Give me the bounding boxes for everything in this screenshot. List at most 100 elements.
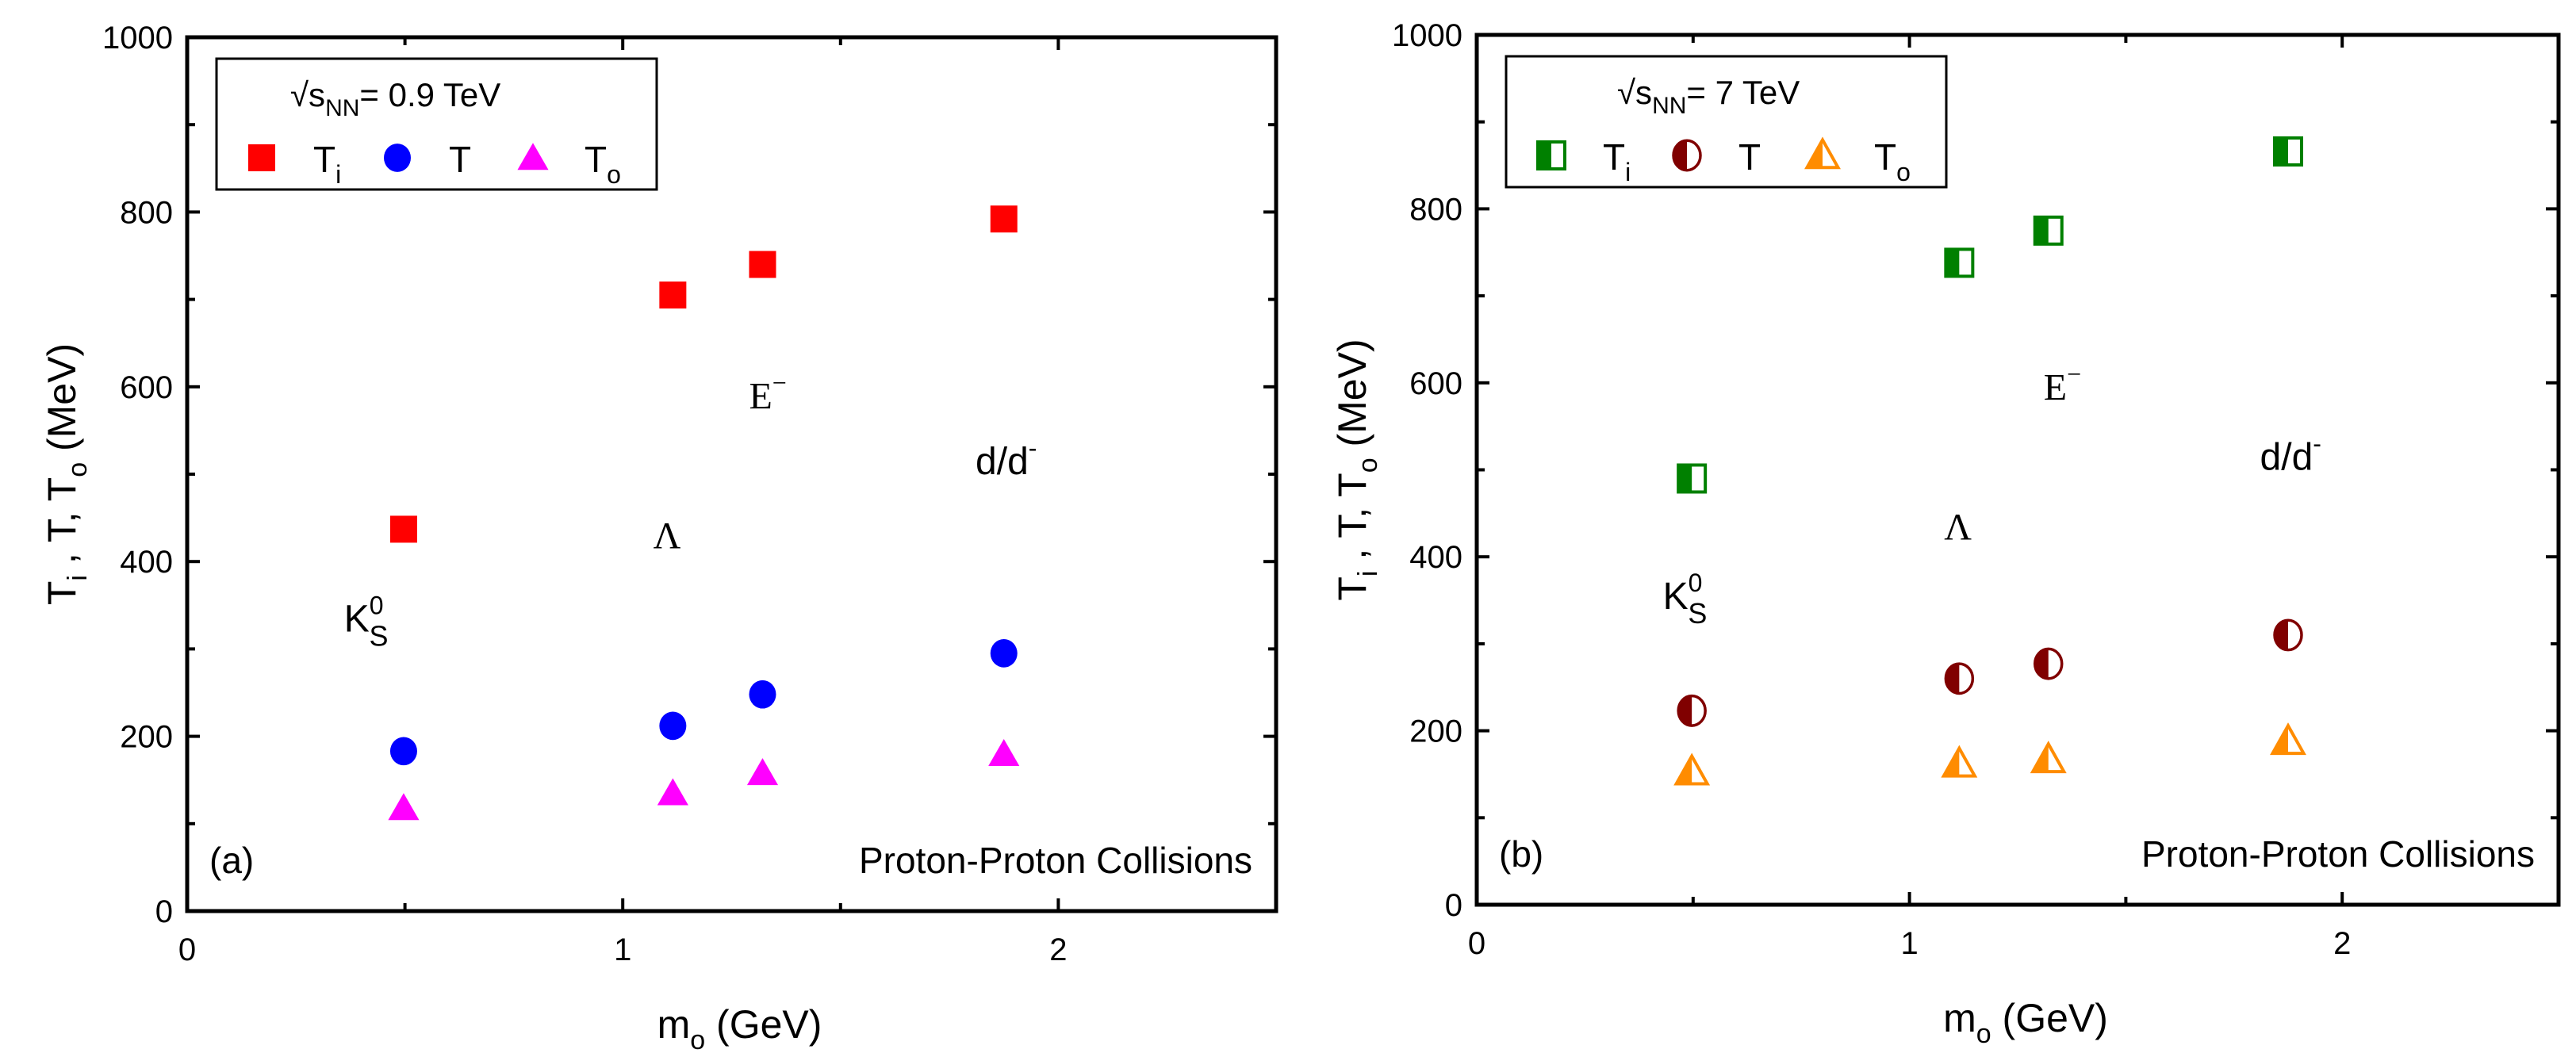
legend-label-To: To: [1874, 136, 1911, 186]
collision-annotation: Proton-Proton Collisions: [859, 840, 1252, 881]
particle-label-text: E: [749, 375, 772, 417]
y-tick-label: 1000: [1392, 18, 1462, 53]
series-T: [389, 639, 1018, 766]
marker-fill: [2034, 649, 2049, 679]
legend-label-sub: o: [607, 160, 621, 189]
marker-fill: [2034, 216, 2049, 244]
y-label-text: T: [1330, 576, 1374, 601]
y-label-text: , T, T: [1330, 473, 1374, 570]
y-tick-label: 400: [120, 545, 173, 580]
data-point-To: [1673, 752, 1711, 786]
legend-title: √sNN= 0.9 TeV: [290, 76, 500, 121]
y-tick-label: 1000: [102, 21, 173, 56]
particle-label-sup: -: [2313, 430, 2321, 458]
marker-fill: [2272, 726, 2288, 754]
y-axis-label: Ti , T, To (MeV): [40, 343, 93, 605]
particle-label-sub: S: [1688, 597, 1707, 630]
data-point-To: [988, 738, 1020, 766]
data-point-Ti: [389, 515, 417, 543]
legend-label-To: To: [585, 139, 621, 189]
particle-label-text: K: [344, 598, 370, 640]
series-Ti: [1677, 136, 2303, 494]
y-label-sub: o: [63, 462, 93, 477]
legend-title-suffix: = 7 TeV: [1686, 74, 1800, 111]
marker-fill: [1945, 249, 1960, 277]
legend-title-prefix: √s: [290, 76, 325, 113]
data-point-T: [389, 737, 417, 766]
data-point-T: [749, 680, 776, 709]
data-point-To: [657, 778, 688, 806]
particle-label: Λ: [654, 515, 681, 557]
y-tick-label: 200: [1409, 714, 1462, 749]
particle-label-sup: -: [1029, 434, 1037, 462]
data-point-T: [659, 711, 687, 741]
series-To: [388, 738, 1020, 821]
marker-fill: [1676, 756, 1692, 784]
data-point-T: [1944, 662, 1975, 695]
legend-marker-Ti: [248, 144, 275, 171]
data-point-T: [990, 639, 1018, 668]
panel-label: (a): [209, 840, 254, 881]
legend-title: √sNN= 7 TeV: [1617, 74, 1800, 119]
data-point-To: [1941, 745, 1978, 778]
legend-box: [1505, 55, 1948, 189]
legend-title-sub: NN: [325, 95, 359, 121]
data-point-To: [2030, 741, 2067, 774]
legend-marker-Ti: [1536, 140, 1566, 170]
x-axis-label: mo (GeV): [1943, 996, 2108, 1049]
particle-label-text: E: [2044, 367, 2067, 409]
data-point-Ti: [990, 205, 1018, 233]
data-point-Ti: [1944, 247, 1975, 278]
legend-label-sub: i: [1625, 158, 1631, 186]
y-label-sub: o: [1353, 458, 1383, 473]
legend-box: [215, 57, 658, 191]
particle-label-text: K: [1663, 576, 1689, 618]
legend-marker-To: [517, 143, 549, 170]
data-point-Ti: [2273, 136, 2303, 167]
legend-label-T: T: [1738, 136, 1761, 178]
particle-label-sup: −: [2067, 360, 2081, 389]
data-point-Ti: [1677, 463, 1708, 494]
marker-fill: [1673, 140, 1687, 170]
y-tick-label: 800: [120, 195, 173, 230]
legend-label-sub: o: [1896, 158, 1911, 186]
x-tick-label: 2: [1049, 932, 1067, 967]
marker-fill: [1943, 748, 1960, 776]
y-tick-label: 0: [155, 894, 173, 929]
y-tick-label: 800: [1409, 192, 1462, 227]
x-label-main: m: [1943, 996, 1976, 1040]
particle-label-sub: S: [370, 619, 389, 652]
y-label-text: , T, T: [40, 477, 84, 575]
x-tick-label: 2: [2333, 926, 2351, 961]
particle-label: K0 S: [344, 591, 389, 652]
legend-title-suffix: = 0.9 TeV: [359, 76, 500, 113]
legend-label-Ti: Ti: [1603, 136, 1631, 186]
x-label-rest: (GeV): [1991, 996, 2108, 1040]
particle-label-sup: −: [772, 368, 787, 396]
legend-label-main: T: [1603, 136, 1625, 178]
particle-label: E−: [749, 368, 786, 417]
data-point-T: [2033, 647, 2064, 680]
marker-fill: [2275, 137, 2288, 165]
marker-fill: [1538, 142, 1551, 169]
x-tick-label: 1: [614, 932, 631, 967]
particle-label-sup: 0: [1689, 569, 1703, 597]
y-label-text: (MeV): [1330, 339, 1374, 458]
x-tick-label: 0: [1468, 926, 1485, 961]
particle-label: E−: [2044, 360, 2081, 409]
x-label-rest: (GeV): [705, 1002, 822, 1047]
particle-label-text: Λ: [1944, 506, 1972, 548]
legend-title-prefix: √s: [1617, 74, 1652, 111]
marker-fill: [2033, 744, 2049, 772]
data-point-To: [746, 758, 779, 786]
x-tick-label: 0: [178, 932, 196, 967]
data-point-T: [1677, 694, 1707, 727]
marker-fill: [1678, 465, 1692, 492]
panel-label: (b): [1499, 833, 1543, 875]
data-point-To: [388, 793, 420, 821]
legend-label-main: T: [1874, 136, 1896, 178]
